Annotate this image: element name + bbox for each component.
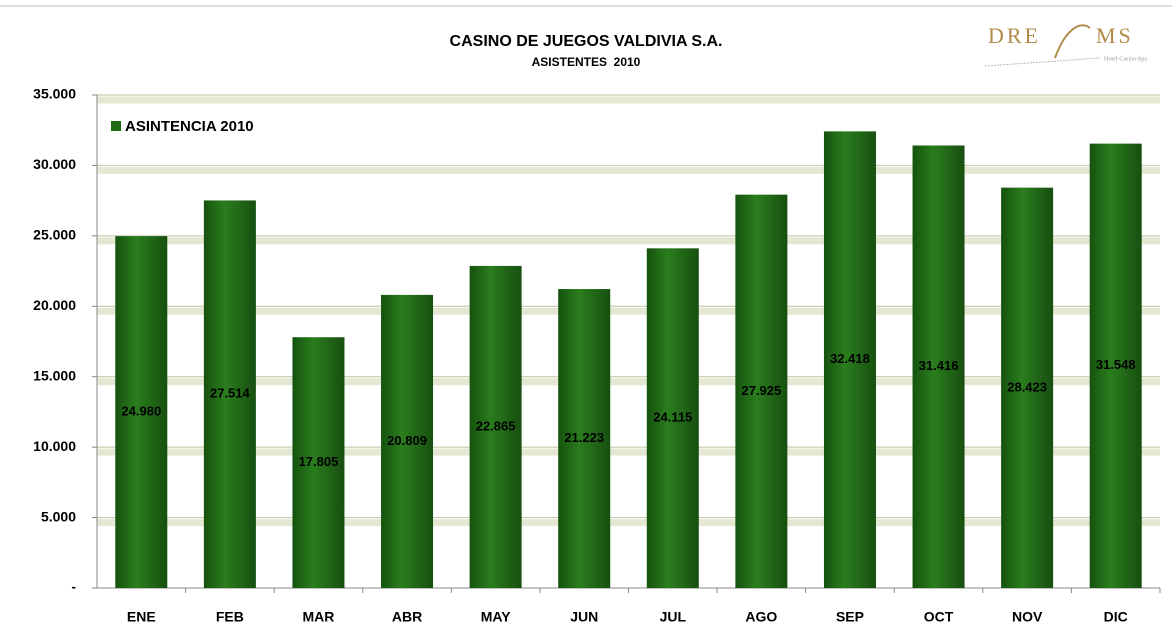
chart-subtitle: ASISTENTES 2010 — [532, 55, 641, 69]
value-label: 28.423 — [1007, 379, 1047, 394]
x-tick-label: OCT — [924, 609, 954, 625]
y-tick-label: 25.000 — [33, 227, 76, 243]
x-tick-label: FEB — [216, 609, 244, 625]
x-tick-label: SEP — [836, 609, 864, 625]
value-label: 21.223 — [564, 430, 604, 445]
value-label: 27.514 — [210, 386, 251, 401]
x-tick-label: MAY — [481, 609, 511, 625]
x-tick-label: ENE — [127, 609, 156, 625]
value-label: 24.115 — [653, 410, 692, 425]
y-tick-label: 10.000 — [33, 438, 76, 454]
bar — [558, 289, 611, 588]
value-label: 31.416 — [919, 358, 959, 373]
logo-left: DRE — [988, 23, 1041, 48]
y-tick-label: 35.000 — [33, 86, 76, 102]
value-label: 31.548 — [1096, 357, 1136, 372]
bar — [912, 145, 965, 588]
bar — [1089, 143, 1142, 588]
logo-tagline: Hotel-Casino-Spa — [1104, 56, 1147, 62]
value-label: 24.980 — [121, 404, 161, 419]
bar — [823, 131, 876, 588]
bar — [646, 248, 699, 588]
logo-line — [984, 57, 1101, 67]
value-label: 32.418 — [830, 351, 870, 366]
x-tick-label: NOV — [1012, 609, 1043, 625]
bar — [735, 194, 788, 588]
x-tick-label: AGO — [745, 609, 777, 625]
x-tick-label: JUN — [570, 609, 598, 625]
logo: DRE MS Hotel-Casino-Spa — [984, 23, 1147, 67]
bar — [292, 337, 345, 588]
logo-right: MS — [1096, 23, 1134, 48]
bar — [469, 265, 522, 588]
value-label: 20.809 — [387, 433, 427, 448]
x-tick-label: ABR — [392, 609, 422, 625]
bar — [381, 294, 434, 588]
y-tick-label: 20.000 — [33, 297, 76, 313]
x-tick-label: MAR — [303, 609, 335, 625]
bar — [203, 200, 256, 588]
bar — [115, 236, 168, 588]
y-tick-label: 15.000 — [33, 367, 76, 383]
logo-swoosh — [1054, 24, 1091, 59]
chart-title: CASINO DE JUEGOS VALDIVIA S.A. — [450, 33, 723, 50]
x-tick-label: DIC — [1104, 609, 1128, 625]
legend-label: ASINTENCIA 2010 — [125, 118, 254, 135]
value-label: 17.805 — [299, 454, 339, 469]
value-label: 22.865 — [476, 418, 516, 433]
value-label: 27.925 — [741, 383, 781, 398]
bar — [1001, 187, 1054, 589]
y-tick-label: - — [71, 579, 76, 595]
legend-swatch — [111, 121, 121, 131]
x-tick-label: JUL — [660, 609, 687, 625]
y-tick-label: 5.000 — [41, 508, 76, 524]
y-tick-label: 30.000 — [33, 156, 76, 172]
